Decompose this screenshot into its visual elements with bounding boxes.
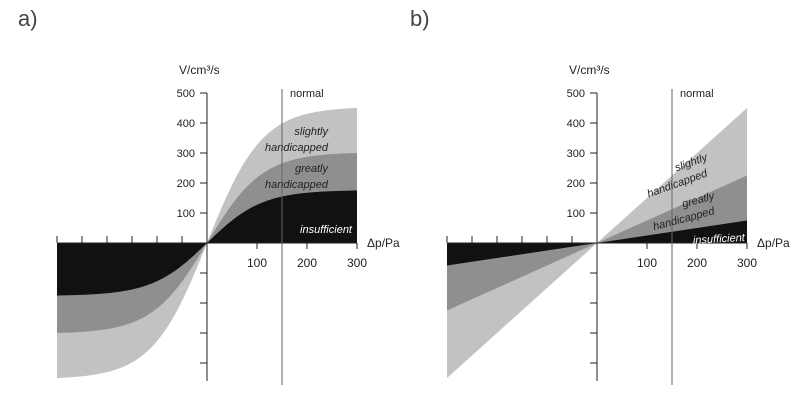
panel-a-y-tick-label: 200 [177, 178, 195, 190]
panel-b-x-ticks: 100 200 300 [637, 243, 757, 270]
panel-b-insufficient-band-label: insufficient [693, 232, 746, 247]
panel-b-y-tick-label: 200 [567, 178, 585, 190]
panel-a-x-tick-label: 100 [247, 256, 267, 270]
panel-b-y-tick-label: 500 [567, 88, 585, 100]
panel-a-x-tick-label: 200 [297, 256, 317, 270]
panel-b-x-tick-label: 200 [687, 256, 707, 270]
panel-b-y-tick-label: 300 [567, 148, 585, 160]
panel-a-greatly-handicapped-band-label: handicapped [265, 179, 329, 191]
panel-a-slightly-handicapped-band-label: slightly [294, 126, 329, 138]
panel-a-y-ticks: 100 200 300 400 500 [177, 88, 207, 220]
panel-a-x-ticks: 100 200 300 [247, 243, 367, 270]
panel-b-y-axis-label: V/cm³/s [569, 63, 610, 77]
panel-a-band-labels: slightly handicapped greatly handicapped ins… [265, 126, 353, 236]
panel-a-slightly-handicapped-band-label: handicapped [265, 142, 329, 154]
panel-b-y-tick-label: 100 [567, 208, 585, 220]
panel-a-greatly-handicapped-band-label: greatly [295, 163, 330, 175]
panel-a-y-tick-label: 100 [177, 208, 195, 220]
panel-b-label: b) [410, 6, 430, 31]
panel-a-label: a) [18, 6, 38, 31]
panel-a-insufficient-band-label: insufficient [300, 224, 353, 236]
panel-a-x-axis-label: Δp/Pa [367, 236, 400, 250]
panel-b-y-tick-label: 400 [567, 118, 585, 130]
panel-b: b) normal V/cm³/s Δp/Pa 100200300400500 … [410, 6, 790, 385]
panel-a-y-tick-label: 300 [177, 148, 195, 160]
panel-a-y-axis-label: V/cm³/s [179, 63, 220, 77]
panel-a: a) normal V/cm³/s Δp/Pa 100200300400500 … [18, 6, 400, 385]
panel-a-y-tick-label: 500 [177, 88, 195, 100]
panel-b-y-ticks: 100 200 300 400 500 [567, 88, 597, 220]
panel-a-normal-label: normal [290, 88, 324, 100]
panel-b-x-tick-label: 300 [737, 256, 757, 270]
panel-b-x-axis-label: Δp/Pa [757, 236, 790, 250]
panel-a-x-tick-label: 300 [347, 256, 367, 270]
panel-b-x-tick-label: 100 [637, 256, 657, 270]
panel-a-y-tick-label: 400 [177, 118, 195, 130]
panel-b-normal-label: normal [680, 88, 714, 100]
